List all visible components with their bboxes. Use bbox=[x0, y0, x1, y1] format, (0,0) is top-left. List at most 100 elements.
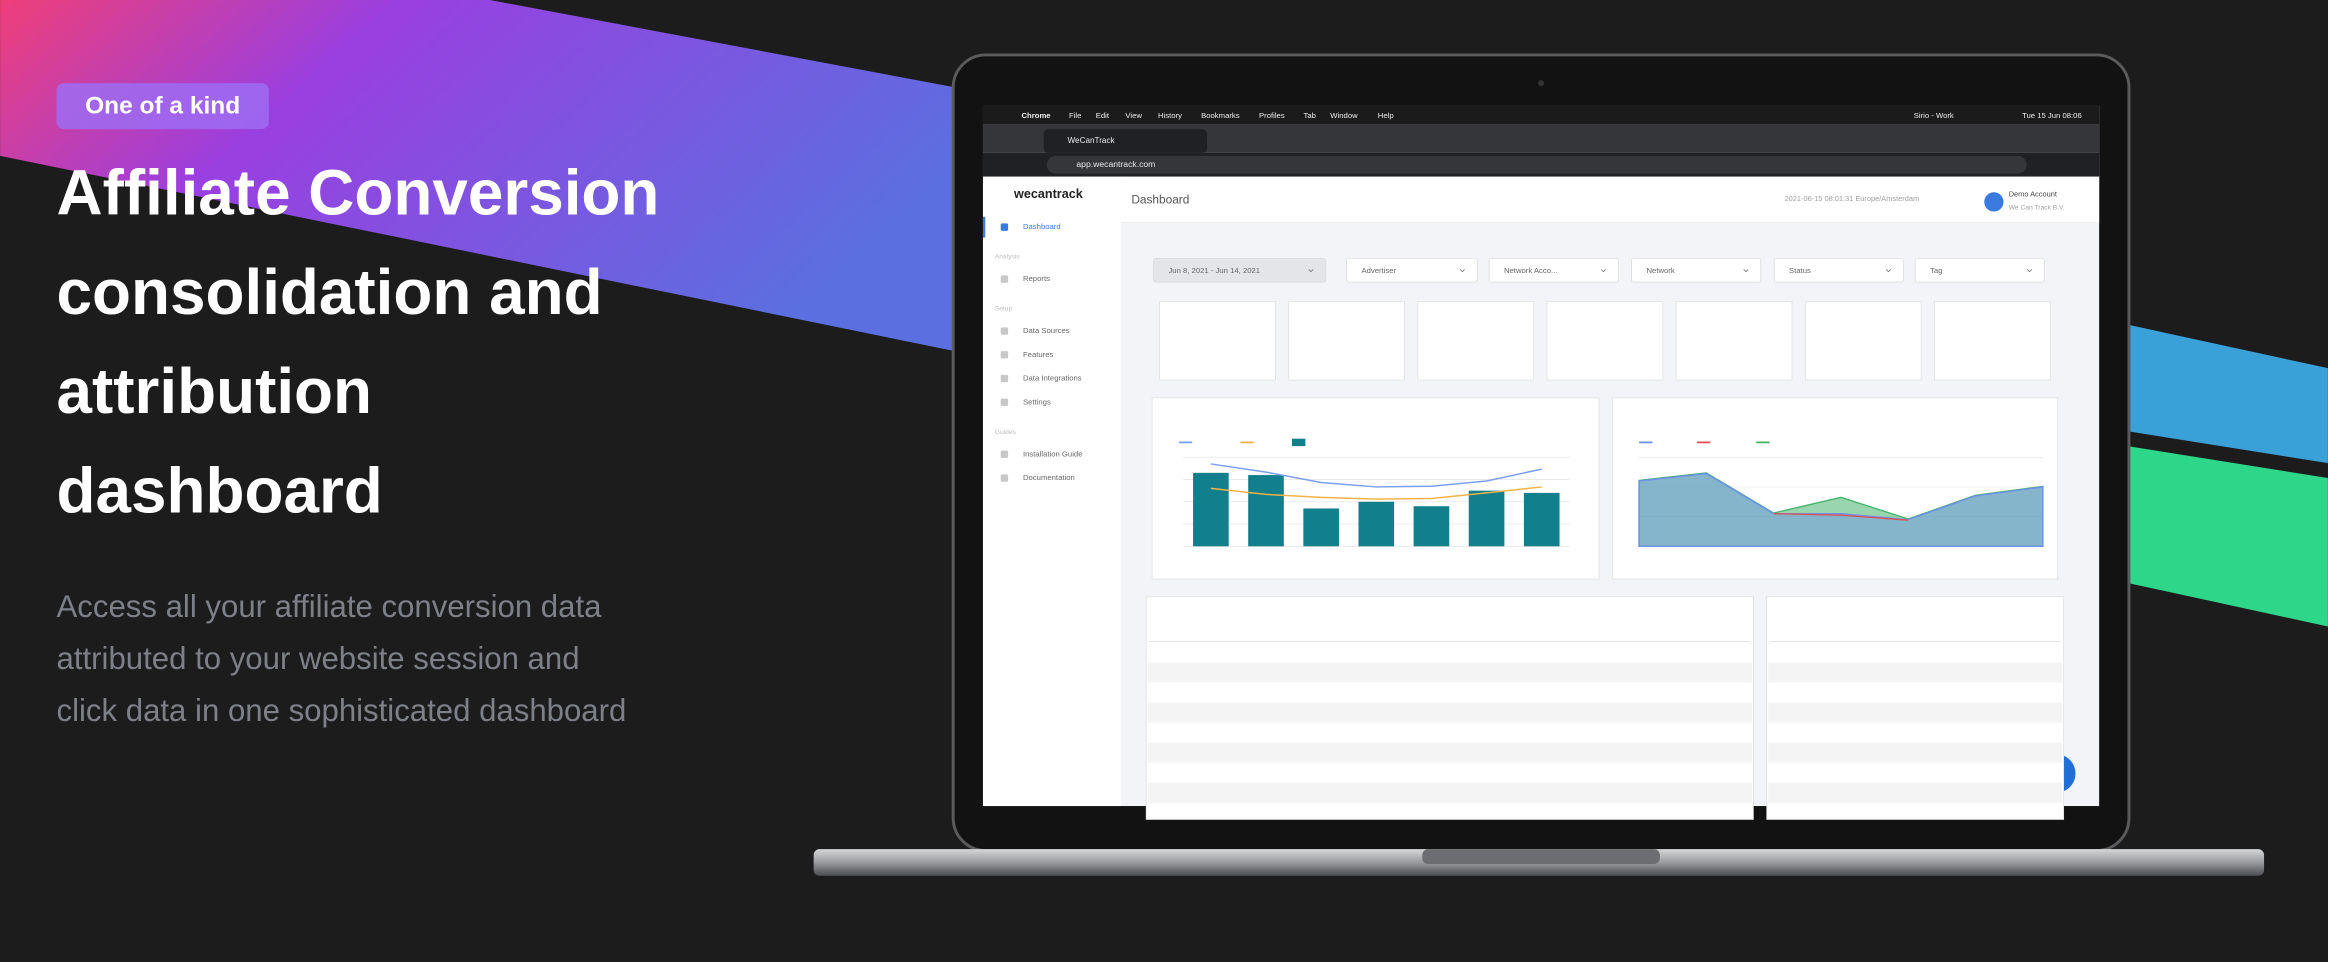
legend-swatch bbox=[1291, 438, 1306, 447]
menu-item[interactable]: View bbox=[1125, 111, 1142, 120]
active-indicator bbox=[982, 216, 986, 238]
green-stripe bbox=[2123, 445, 2328, 627]
filter-caret bbox=[1459, 269, 1465, 273]
hero-description: click data in one sophisticated dashboar… bbox=[57, 693, 627, 728]
sidebar-item[interactable]: Data Integrations bbox=[1023, 374, 1082, 383]
menu-item[interactable]: Help bbox=[1378, 111, 1394, 120]
bar bbox=[1248, 475, 1284, 547]
kpi-card bbox=[1804, 300, 1922, 381]
menu-clock: Tue 15 Jun 08:06 bbox=[2022, 111, 2082, 120]
filter-caret bbox=[1600, 269, 1606, 273]
avatar[interactable] bbox=[1984, 192, 2004, 212]
menubar bbox=[982, 105, 2100, 125]
sidebar-icon bbox=[1000, 374, 1009, 383]
sidebar-item[interactable]: Features bbox=[1023, 350, 1054, 359]
line-series bbox=[1210, 486, 1542, 500]
sidebar-heading: Analysis bbox=[995, 254, 1021, 261]
url[interactable]: app.wecantrack.com bbox=[1076, 159, 1155, 169]
sidebar-icon bbox=[1000, 275, 1009, 283]
sidebar-icon bbox=[1000, 351, 1009, 359]
filter[interactable] bbox=[1773, 257, 1904, 283]
filter-label: Advertiser bbox=[1361, 266, 1396, 275]
sidebar-item[interactable]: Dashboard bbox=[1023, 222, 1061, 231]
tab-title[interactable]: WeCanTrack bbox=[1068, 136, 1116, 145]
sidebar-item[interactable]: Data Sources bbox=[1023, 326, 1070, 335]
row-stripe bbox=[1768, 662, 2063, 683]
filter[interactable] bbox=[1631, 257, 1762, 283]
sidebar-item[interactable]: Installation Guide bbox=[1023, 449, 1083, 458]
badge-text: One of a kind bbox=[85, 92, 240, 119]
filter-label: Network Acco... bbox=[1504, 266, 1558, 275]
hero-title: attribution bbox=[57, 355, 373, 427]
filter[interactable] bbox=[1488, 257, 1619, 283]
user-name: Demo Account bbox=[2009, 189, 2057, 198]
sidebar-icon bbox=[1000, 450, 1009, 458]
hero-title: Affiliate Conversion bbox=[57, 156, 660, 228]
area-series bbox=[1638, 472, 2044, 547]
bar bbox=[1358, 501, 1395, 547]
sidebar-icon bbox=[1000, 327, 1009, 335]
hero-title: dashboard bbox=[57, 455, 383, 527]
bar bbox=[1303, 508, 1339, 547]
row-stripe bbox=[1147, 782, 1752, 803]
row-stripe bbox=[1147, 742, 1752, 763]
sidebar bbox=[982, 176, 1121, 807]
menu-item[interactable]: Chrome bbox=[1021, 111, 1051, 120]
filter-caret bbox=[1743, 269, 1749, 273]
row-stripe bbox=[1768, 782, 2063, 803]
line-series bbox=[1773, 512, 1909, 521]
tab[interactable] bbox=[1043, 129, 1208, 153]
sidebar-icon bbox=[1000, 398, 1009, 407]
kpi-card bbox=[1417, 300, 1535, 381]
menu-status: Sirio - Work bbox=[1914, 111, 1954, 120]
bar bbox=[1468, 490, 1505, 547]
sidebar-heading: Setup bbox=[995, 306, 1013, 313]
hero: One of a kind Affiliate Conversion consoli… bbox=[57, 92, 660, 727]
menu-item[interactable]: Window bbox=[1330, 111, 1358, 120]
filter-caret bbox=[1885, 269, 1892, 273]
menu-item[interactable]: Bookmarks bbox=[1201, 111, 1240, 120]
kpi-card bbox=[1675, 300, 1793, 381]
sidebar-item[interactable]: Settings bbox=[1023, 397, 1051, 406]
filter[interactable] bbox=[1153, 257, 1327, 283]
filter-label: Network bbox=[1646, 266, 1674, 275]
menu-item[interactable]: File bbox=[1069, 111, 1081, 120]
filter[interactable] bbox=[1346, 257, 1478, 283]
bar bbox=[1413, 506, 1450, 547]
row-stripe bbox=[1768, 742, 2063, 763]
user-company: We Can Track B.V. bbox=[2009, 205, 2065, 212]
bar bbox=[1523, 492, 1560, 547]
app-header bbox=[1120, 176, 2100, 223]
row-stripe bbox=[1147, 702, 1752, 723]
filter-label: Status bbox=[1789, 266, 1811, 275]
hero-description: Access all your affiliate conversion dat… bbox=[57, 589, 603, 624]
filter-caret bbox=[2026, 269, 2033, 273]
filter-caret bbox=[1308, 269, 1314, 273]
sidebar-icon bbox=[1000, 223, 1009, 231]
hero-title: consolidation and bbox=[57, 256, 603, 328]
bar bbox=[1193, 472, 1229, 547]
row-stripe bbox=[1147, 662, 1752, 683]
badge bbox=[56, 83, 269, 130]
timestamp: 2021-06-15 08:01:31 Europe/Amsterdam bbox=[1785, 194, 1920, 203]
camera bbox=[1538, 80, 1545, 87]
logo: wecantrack bbox=[1013, 187, 1084, 201]
menu-item[interactable]: Edit bbox=[1096, 111, 1110, 120]
filter[interactable] bbox=[1914, 257, 2045, 283]
blue-stripe bbox=[2123, 323, 2328, 464]
kpi-card bbox=[1159, 300, 1276, 381]
menu-item[interactable]: Tab bbox=[1304, 111, 1316, 120]
laptop-notch bbox=[1422, 849, 1660, 865]
menu-item[interactable]: History bbox=[1158, 111, 1182, 120]
filter-label: Jun 8, 2021 - Jun 14, 2021 bbox=[1168, 266, 1260, 275]
kpi-card bbox=[1288, 300, 1405, 381]
address-bar[interactable] bbox=[1046, 155, 2027, 174]
sidebar-item[interactable]: Documentation bbox=[1023, 473, 1075, 482]
sidebar-icon bbox=[1000, 474, 1009, 482]
filter-label: Tag bbox=[1930, 266, 1942, 275]
sidebar-item[interactable]: Reports bbox=[1023, 274, 1050, 283]
menu-item[interactable]: Profiles bbox=[1259, 111, 1285, 120]
line-series bbox=[1210, 463, 1542, 488]
